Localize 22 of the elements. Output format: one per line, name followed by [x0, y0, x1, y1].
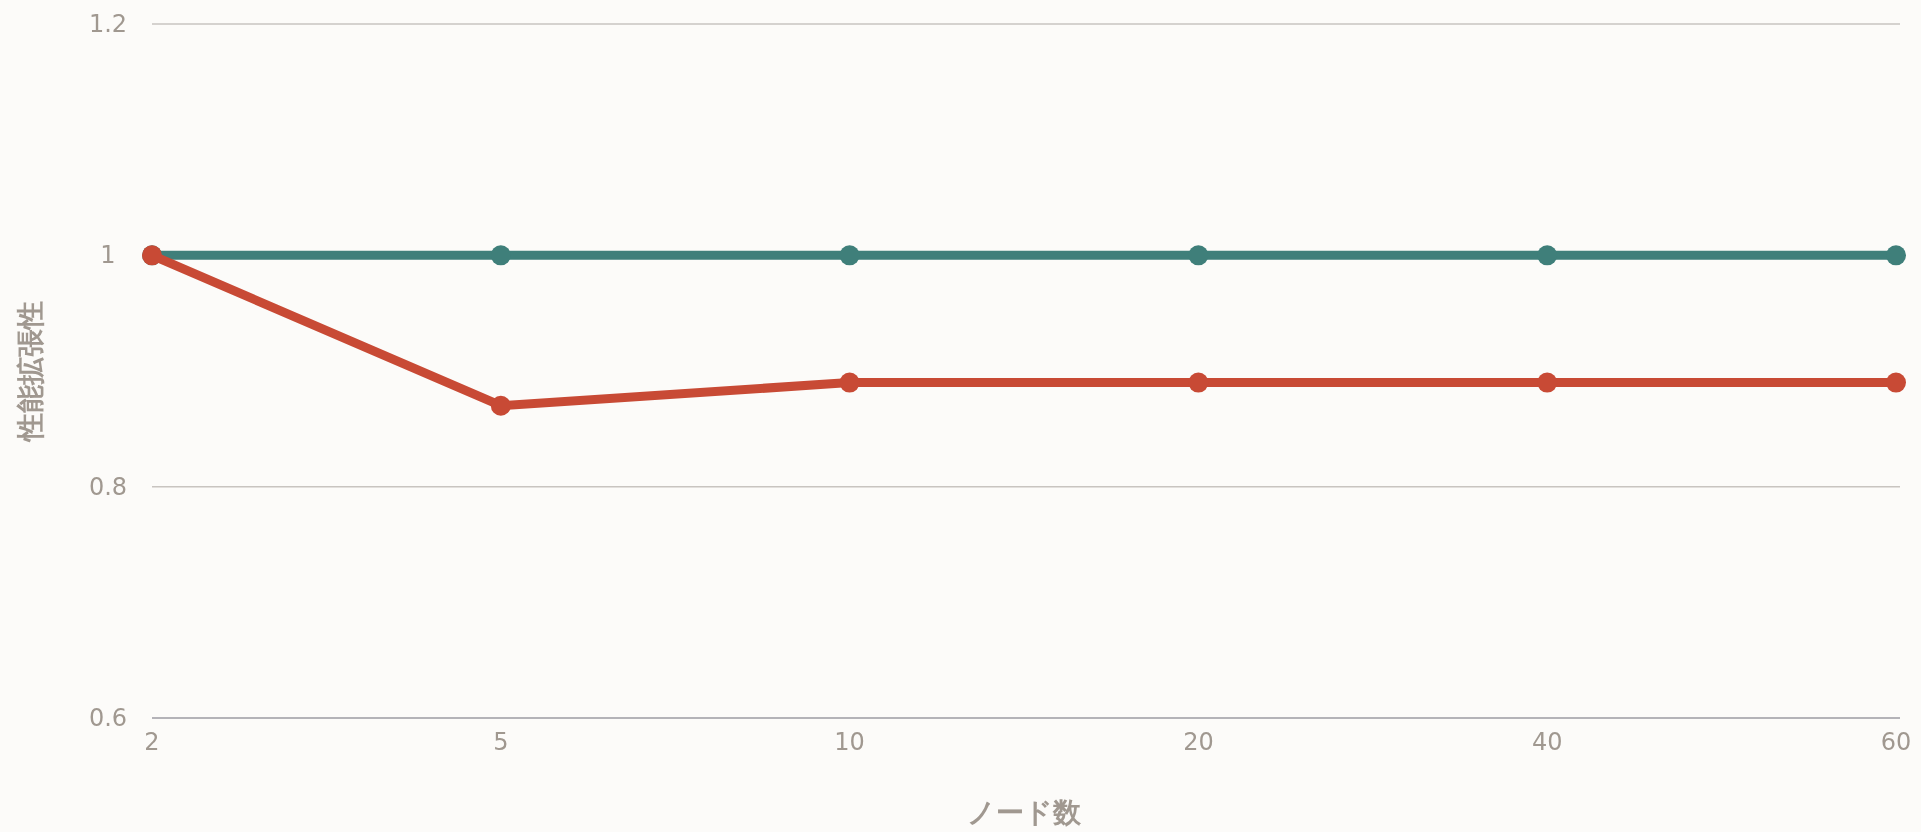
x-tick-label: 40 [1531, 728, 1563, 756]
y-tick-label: 0.6 [88, 704, 128, 732]
point [1886, 372, 1906, 393]
x-tick-label: 10 [834, 728, 865, 756]
point [490, 245, 511, 266]
y-tick-label: 1.2 [88, 10, 128, 38]
y-axis-title: 性能拡張性 [14, 301, 47, 443]
point [1886, 245, 1906, 266]
point [1537, 372, 1558, 393]
point [1188, 372, 1209, 393]
point [1188, 245, 1209, 266]
point [490, 395, 511, 416]
point [839, 372, 860, 393]
y-tick-label: 1 [100, 241, 116, 270]
point [839, 245, 860, 266]
x-tick-label: 60 [1880, 728, 1912, 756]
y-tick-label: 0.8 [88, 472, 128, 501]
x-axis-title: ノード数 [967, 796, 1082, 829]
x-tick-label: 2 [144, 728, 160, 756]
x-tick-label: 20 [1183, 728, 1214, 756]
point [1537, 245, 1558, 266]
x-tick-label: 5 [493, 728, 509, 756]
